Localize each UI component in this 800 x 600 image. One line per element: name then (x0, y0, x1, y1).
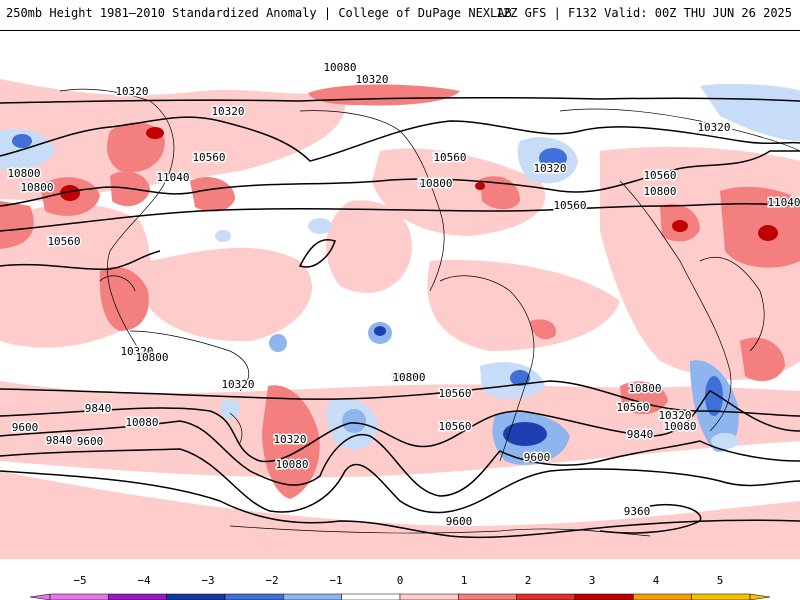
model-run-info: 12Z GFS | F132 Valid: 00Z THU JUN 26 202… (495, 6, 792, 20)
contour-label: 10320 (355, 73, 388, 86)
positive-anomaly-3 (60, 127, 778, 241)
colorbar-right-arrow (749, 593, 771, 600)
colorbar-tick-label: 1 (461, 574, 468, 587)
colorbar-swatch (224, 593, 284, 600)
contour-label: 9600 (524, 451, 551, 464)
contour-label: 9840 (46, 434, 73, 447)
contour-label: 9600 (446, 515, 473, 528)
contour-label: 10560 (553, 199, 586, 212)
colorbar-tick-label: −4 (137, 574, 151, 587)
contour-label: 10080 (698, 121, 731, 134)
colorbar-swatch (633, 593, 692, 600)
colorbar-swatch (341, 593, 401, 600)
colorbar-swatch (574, 593, 634, 600)
contour-label: 10560 (433, 151, 466, 164)
colorbar-swatch (399, 593, 459, 600)
colorbar-tick-label: 4 (653, 574, 660, 587)
contour-label: 10800 (135, 351, 168, 364)
contour-label: 10800 (417, 177, 450, 190)
contour-label: 9600 (77, 435, 104, 448)
anomaly-colorbar: −5 −4 −3 −2 −1 0 1 2 3 4 5 (29, 574, 771, 600)
contour-label: 11040 (767, 196, 800, 209)
contour-label: 10080 (125, 416, 158, 429)
colorbar-tick-label: 2 (525, 574, 532, 587)
colorbar-tick-label: 3 (589, 574, 596, 587)
contour-label: 10560 (643, 169, 676, 182)
contour-label: 10800 (390, 371, 423, 384)
contour-label: 10320 (115, 85, 148, 98)
colorbar-swatch (691, 593, 751, 600)
contour-label: 10800 (419, 177, 452, 190)
colorbar-swatch (108, 593, 167, 600)
contour-label: 10560 (438, 387, 471, 400)
contour-label: 10320 (273, 433, 306, 446)
contour-label: 9840 (627, 428, 654, 441)
height-contours (0, 96, 800, 539)
contour-label: 10080 (275, 458, 308, 471)
contour-label: 10320 (533, 162, 566, 175)
contour-label: 10080 (663, 420, 696, 433)
colorbar-swatch (516, 593, 576, 600)
colorbar-tick-label: −3 (201, 574, 214, 587)
contour-label: 10320 (658, 409, 691, 422)
contour-label: 10320 (211, 105, 244, 118)
contour-label: 9840 (85, 402, 112, 415)
contour-label: 10800 (20, 181, 53, 194)
contour-label: 10080 (323, 61, 356, 74)
contour-label: 10800 (643, 185, 676, 198)
contour-label: 10560 (432, 151, 465, 164)
contour-label: 9600 (12, 421, 39, 434)
colorbar-swatch (166, 593, 226, 600)
contour-label: 11040 (156, 171, 189, 184)
contour-label: 10560 (47, 235, 80, 248)
contour-label: 10800 (628, 382, 661, 395)
contour-label: 10320 (120, 345, 153, 358)
contour-label: 10560 (616, 401, 649, 414)
contour-label: 10560 (438, 420, 471, 433)
colorbar-tick-label: 5 (717, 574, 724, 587)
contour-label: 10800 (7, 167, 40, 180)
contour-label: 10320 (221, 378, 254, 391)
contour-label: 10320 (697, 121, 730, 134)
map-panel: 10080 10320 10320 10320 10560 10560 10800 10800… (0, 30, 800, 559)
map-title: 250mb Height 1981–2010 Standardized Anom… (6, 6, 512, 20)
colorbar-swatch (283, 593, 342, 600)
colorbar-swatch (49, 593, 109, 600)
colorbar-tick-label: −5 (73, 574, 86, 587)
contour-label: 10560 (192, 151, 225, 164)
colorbar-swatch (458, 593, 517, 600)
colorbar-tick-label: −1 (329, 574, 342, 587)
contour-label: 10800 (392, 371, 425, 384)
contour-label: 10560 (438, 387, 471, 400)
contour-label: 9360 (624, 505, 651, 518)
colorbar-tick-label: 0 (397, 574, 404, 587)
colorbar-tick-label: −2 (265, 574, 278, 587)
colorbar-left-arrow (29, 593, 51, 600)
